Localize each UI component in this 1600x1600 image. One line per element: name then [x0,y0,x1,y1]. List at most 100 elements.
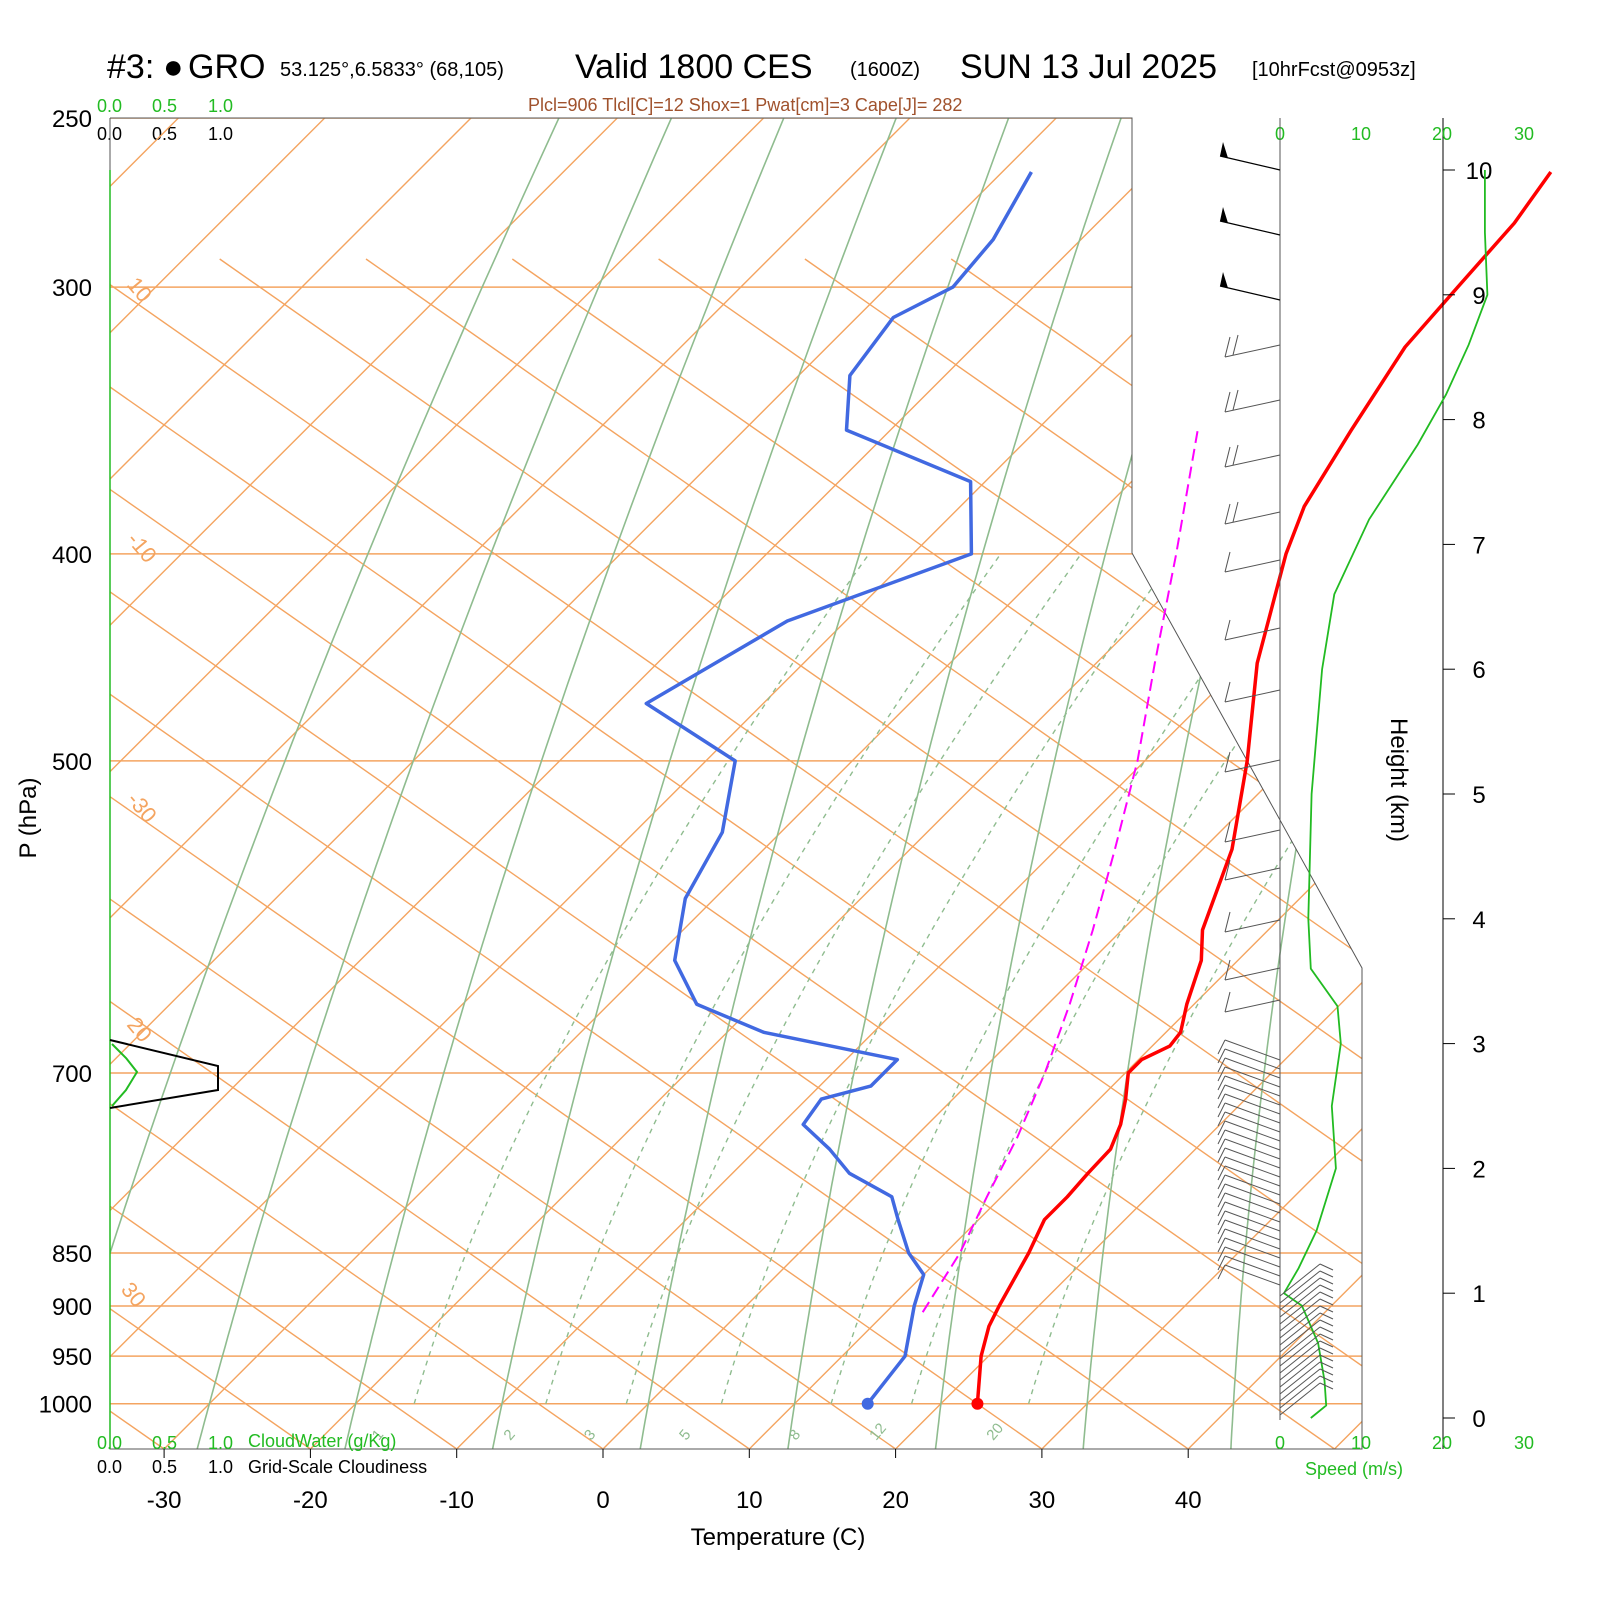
barb-feather [1217,1183,1226,1199]
temperature-tick-label-0: 0 [596,1487,609,1514]
mixing-ratio-label-2: 2 [500,1426,518,1443]
cross-line-50 [110,258,1335,1449]
mixing-ratio-label-3: 3 [581,1426,599,1443]
barb-feather [1217,1093,1226,1109]
barb-feather [1319,1291,1334,1299]
barb-staff [1224,1174,1281,1196]
barb-feather [1224,391,1231,413]
wind-barb-low-1 [1279,1375,1334,1409]
wind-barb-mid-13 [1217,1147,1281,1169]
parcel-path [921,429,1199,1313]
wind-barb-mid-4 [1217,1228,1281,1250]
pressure-label-700: 700 [52,1061,92,1088]
wind-barb-low-16 [1279,1270,1334,1304]
wind-barb-mid-15 [1217,1129,1281,1151]
height-tick-label-5: 5 [1472,782,1485,809]
mixing-ratio-label-5: 5 [676,1426,694,1443]
temperature-line [975,170,1553,1404]
barb-staff [1224,1057,1281,1079]
barb-staff [1224,1246,1281,1268]
adiabat--10 [491,118,897,1449]
wind-barb-mid-16 [1217,1120,1281,1142]
barb-staff [1224,399,1281,413]
adiabat--30 [196,118,673,1449]
diagnostics-line: Plcl=906 Tlcl[C]=12 Shox=1 Pwat[cm]=3 Ca… [528,95,962,115]
forecast-info: [10hrFcst@0953z] [1252,59,1416,81]
temperature-tick-label--20: -20 [293,1487,328,1514]
station-name: GRO [188,48,265,86]
isotherm-10 [748,118,1362,1449]
pressure-label-850: 850 [52,1241,92,1268]
barb-staff [1224,919,1281,933]
wind-barb-upper-11 [1224,389,1281,413]
barb-feather [1217,1165,1226,1181]
wind-barb-mid-6 [1217,1210,1281,1232]
barb-staff [1224,454,1281,468]
barb-feather [1217,1084,1226,1100]
wind-barb-mid-9 [1217,1183,1281,1205]
barb-staff [1224,627,1281,641]
barb-staff [1224,1138,1281,1160]
cloudiness-bottom-tick-1: 0.5 [152,1457,177,1477]
isotherm--50 [110,118,1362,1449]
barb-staff [1224,1165,1281,1187]
barb-feather [1319,1277,1334,1285]
barb-feather [1224,859,1231,881]
height-tick-label-9: 9 [1472,283,1485,310]
barb-feather [1224,751,1231,773]
barb-feather [1319,1312,1334,1320]
barb-staff [1279,1263,1321,1297]
barb-staff [1224,1237,1281,1259]
speed-bottom-tick-20: 20 [1432,1433,1452,1453]
barb-staff [1279,1312,1321,1346]
cloudiness-profile [109,1039,219,1109]
barb-staff [1224,1039,1281,1061]
barb-staff [1279,1361,1321,1395]
mixing-ratio-20 [1027,553,1362,1404]
barb-feather [1217,1246,1226,1262]
wind-barb-upper-1 [1224,959,1281,981]
barb-staff [1279,1305,1321,1339]
barb-feather [1224,336,1231,358]
barb-staff [1224,689,1281,703]
barb-staff [1224,1084,1281,1106]
barb-feather [1217,1048,1226,1064]
temperature-tick-label--10: -10 [439,1487,474,1514]
barb-staff [1279,1347,1321,1381]
barb-feather [1217,1066,1226,1082]
wind-barb-mid-22 [1217,1066,1281,1088]
cross-line-130 [804,258,1362,1449]
barb-staff [1224,1264,1281,1286]
cross-line-40 [110,258,1189,1449]
cross-line-60 [110,258,1362,1449]
barb-staff [1219,220,1281,236]
wind-barb-low-4 [1279,1354,1334,1388]
barb-staff [1279,1382,1321,1416]
cloudwater-bottom-tick-0: 0.0 [97,1433,122,1453]
barb-staff [1224,829,1281,843]
isotherm-0 [602,118,1362,1449]
isotherm--110 [110,118,533,1449]
adiabat-20 [934,118,1235,1449]
adiabat-40 [1230,118,1362,1449]
isotherm--80 [110,118,972,1449]
barb-staff [1224,1255,1281,1277]
wind-barb-upper-10 [1224,444,1281,468]
barb-staff [1224,967,1281,981]
barb-feather [1217,1102,1226,1118]
mixing-ratio-12 [910,553,1362,1404]
cloudiness-bottom-tick-2: 1.0 [208,1457,233,1477]
cloudiness-top-tick-2: 1.0 [208,124,233,144]
speed-top-tick-30: 30 [1514,124,1534,144]
barb-staff [1279,1340,1321,1374]
barb-staff [1224,1228,1281,1250]
wind-barb-upper-9 [1224,501,1281,525]
barb-feather [1217,1192,1226,1208]
barb-feather [1217,1147,1226,1163]
mixing-ratio-5 [720,553,1177,1404]
barb-staff [1279,1368,1321,1402]
barb-staff [1279,1375,1321,1409]
barb-staff [1224,1111,1281,1133]
pressure-label-500: 500 [52,749,92,776]
